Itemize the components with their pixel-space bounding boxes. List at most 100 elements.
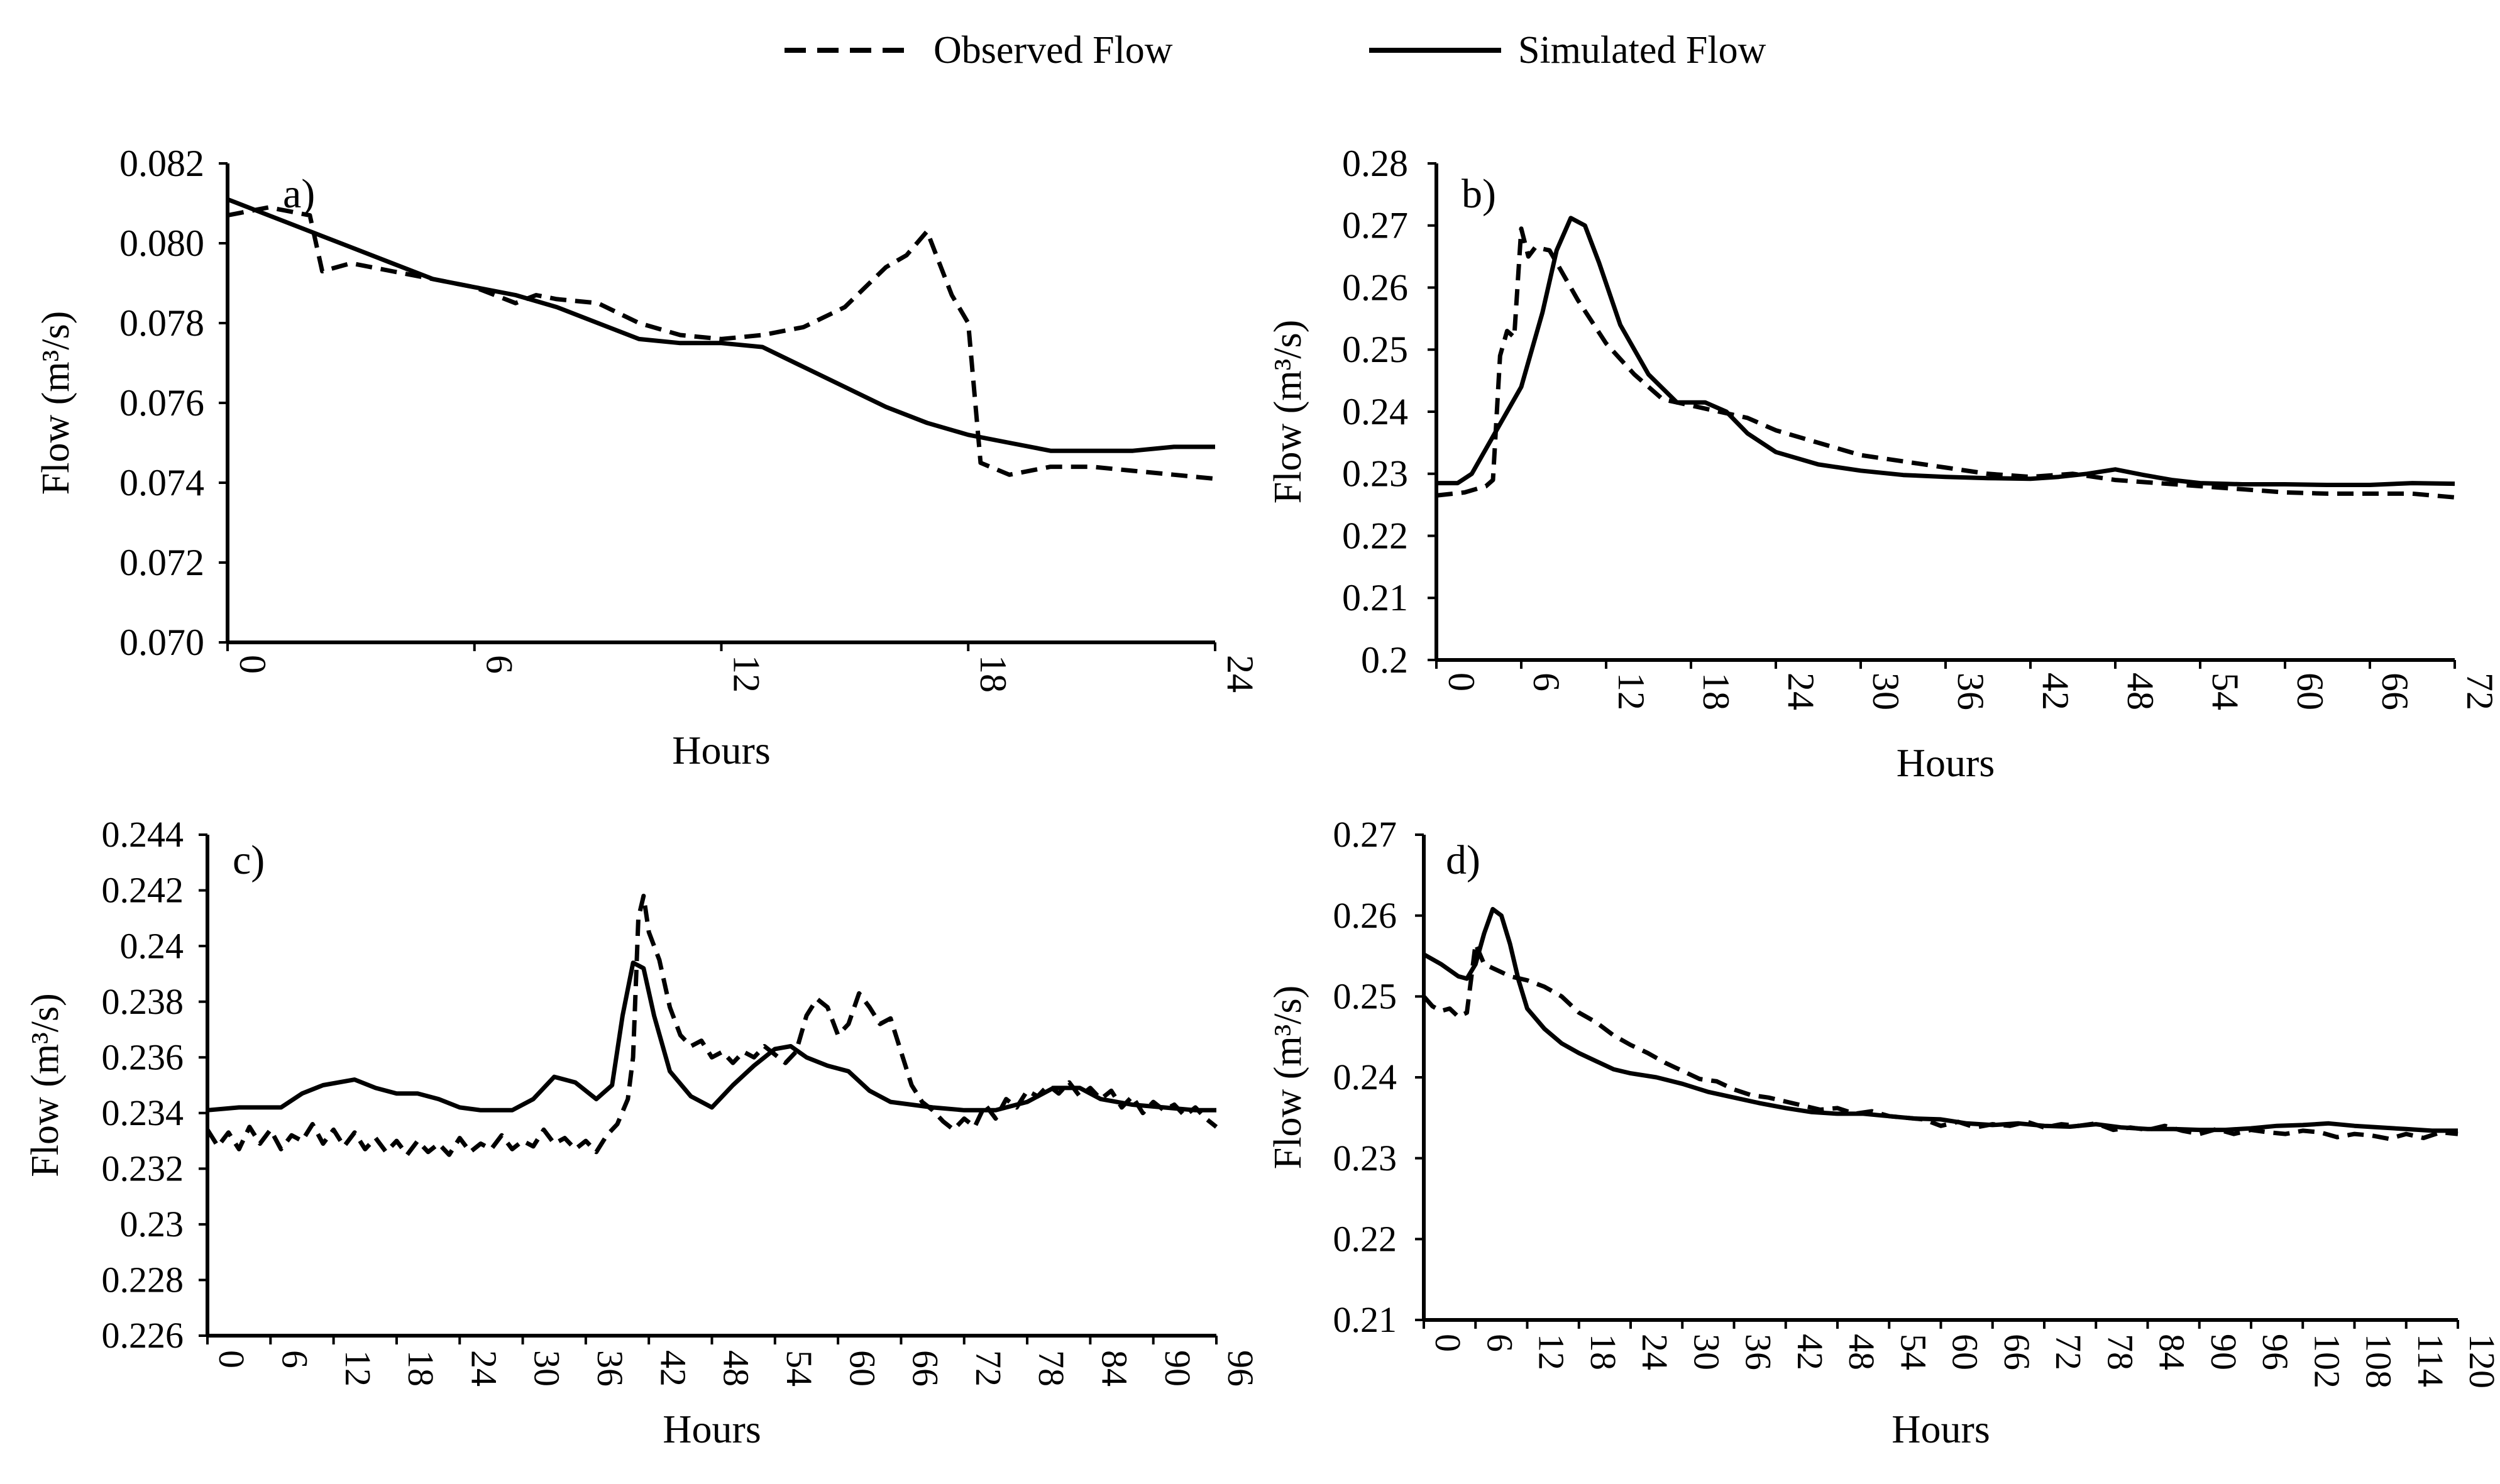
y-tick-label: 0.26 <box>1342 267 1408 308</box>
panel-c: 0.226 0.228 0.23 0.232 0.234 0.236 0.238 0.24 0.… <box>24 814 1261 1451</box>
panel-b: 0.2 0.21 0.22 0.23 0.24 0.25 0.26 0.27 0.28 0 6 12 1… <box>1267 143 2500 785</box>
y-tick-label: 0.27 <box>1333 814 1397 855</box>
x-tick-label: 0 <box>232 655 273 674</box>
x-tick-label: 72 <box>2459 673 2500 710</box>
y-tick-label: 0.24 <box>1333 1057 1397 1097</box>
y-tick-label: 0.2 <box>1361 639 1408 681</box>
y-tick-label: 0.072 <box>119 542 204 583</box>
y-tick-label: 0.23 <box>1342 453 1408 495</box>
observed-flow-line-d <box>1422 942 2459 1141</box>
x-tick-label: 72 <box>968 1350 1009 1387</box>
x-tick-label: 96 <box>2255 1334 2296 1370</box>
panel-label-d: d) <box>1446 837 1480 883</box>
y-tick-label: 0.22 <box>1333 1218 1397 1259</box>
y-tick-label: 0.074 <box>119 462 204 503</box>
legend-simulated-label: Simulated Flow <box>1518 29 1766 72</box>
x-tick-label: 6 <box>1526 673 1567 691</box>
x-tick-label: 18 <box>400 1350 441 1387</box>
y-tick-label: 0.236 <box>102 1036 184 1077</box>
y-tick-label: 0.228 <box>102 1260 184 1300</box>
y-tick-label: 0.27 <box>1342 205 1408 246</box>
y-tick-label: 0.226 <box>102 1315 184 1356</box>
x-axis-label-a: Hours <box>672 728 770 772</box>
x-tick-label: 66 <box>1996 1334 2037 1370</box>
x-tick-label: 84 <box>2152 1334 2193 1370</box>
x-tick-label: 12 <box>1611 673 1652 710</box>
y-tick-label: 0.22 <box>1342 515 1408 556</box>
x-tick-label: 24 <box>1780 673 1822 710</box>
x-tick-label: 6 <box>479 655 520 674</box>
x-tick-label: 0 <box>1441 673 1482 691</box>
y-axis-label-d: Flow (m³/s) <box>1267 986 1309 1169</box>
x-tick-label: 78 <box>2100 1334 2140 1370</box>
x-tick-label: 48 <box>2120 673 2161 710</box>
x-tick-label: 108 <box>2359 1334 2399 1388</box>
y-tick-label: 0.21 <box>1333 1299 1397 1340</box>
y-tick-label: 0.234 <box>102 1092 184 1133</box>
legend-observed-label: Observed Flow <box>933 29 1173 72</box>
x-tick-label: 12 <box>725 655 767 693</box>
y-tick-label: 0.244 <box>102 814 184 855</box>
x-tick-label: 54 <box>779 1350 820 1387</box>
simulated-flow-line-c <box>207 960 1216 1113</box>
y-tick-label: 0.28 <box>1342 143 1408 184</box>
x-tick-label: 24 <box>1220 655 1261 693</box>
x-tick-label: 30 <box>527 1350 568 1387</box>
observed-flow-line-a <box>227 205 1216 481</box>
y-tick-label: 0.232 <box>102 1148 184 1189</box>
y-tick-label: 0.082 <box>119 143 204 184</box>
x-tick-label: 60 <box>842 1350 883 1387</box>
x-tick-label: 18 <box>1695 673 1737 710</box>
observed-flow-line-b <box>1436 226 2455 500</box>
x-tick-label: 48 <box>1841 1334 1882 1370</box>
x-tick-label: 96 <box>1220 1350 1261 1387</box>
x-tick-label: 120 <box>2462 1334 2500 1388</box>
x-tick-label: 18 <box>1583 1334 1624 1370</box>
x-tick-label: 114 <box>2410 1334 2451 1387</box>
x-tick-label: 66 <box>905 1350 946 1387</box>
y-tick-label: 0.21 <box>1342 577 1408 618</box>
x-tick-label: 48 <box>716 1350 757 1387</box>
y-axis-label-a: Flow (m³/s) <box>35 311 77 495</box>
x-tick-label: 36 <box>1738 1334 1779 1370</box>
x-tick-label: 90 <box>2203 1334 2244 1370</box>
y-tick-label: 0.242 <box>102 870 184 911</box>
y-tick-label: 0.23 <box>1333 1138 1397 1179</box>
y-tick-label: 0.078 <box>119 302 204 344</box>
x-tick-label: 54 <box>1893 1334 1934 1370</box>
panel-label-c: c) <box>233 837 265 883</box>
y-tick-label: 0.26 <box>1333 895 1397 936</box>
y-tick-label: 0.238 <box>102 981 184 1022</box>
x-tick-label: 18 <box>972 655 1014 693</box>
y-axis-label-c: Flow (m³/s) <box>24 993 67 1177</box>
x-tick-label: 30 <box>1686 1334 1727 1370</box>
x-tick-label: 60 <box>2289 673 2331 710</box>
y-tick-label: 0.24 <box>120 925 184 966</box>
x-tick-label: 72 <box>2048 1334 2089 1370</box>
y-tick-label: 0.080 <box>119 223 204 264</box>
x-tick-label: 6 <box>1479 1334 1520 1352</box>
simulated-flow-line-d <box>1423 906 2458 1133</box>
y-tick-label: 0.25 <box>1333 976 1397 1016</box>
observed-flow-line-c <box>206 893 1218 1157</box>
x-axis-label-b: Hours <box>1897 740 1995 785</box>
x-tick-label: 36 <box>1950 673 1991 710</box>
x-tick-label: 24 <box>463 1350 504 1387</box>
x-tick-label: 30 <box>1865 673 1907 710</box>
x-tick-label: 84 <box>1094 1350 1135 1387</box>
x-tick-label: 90 <box>1157 1350 1198 1387</box>
y-tick-label: 0.25 <box>1342 329 1408 370</box>
y-axis-label-b: Flow (m³/s) <box>1267 320 1309 503</box>
x-tick-label: 78 <box>1031 1350 1072 1387</box>
x-tick-label: 6 <box>274 1350 315 1368</box>
panel-label-b: b) <box>1462 171 1496 217</box>
x-tick-label: 0 <box>211 1350 252 1368</box>
x-tick-label: 60 <box>1945 1334 1986 1370</box>
x-tick-label: 24 <box>1634 1334 1675 1370</box>
x-tick-label: 12 <box>338 1350 378 1387</box>
y-tick-label: 0.070 <box>119 622 204 663</box>
simulated-flow-line-b <box>1436 216 2455 487</box>
x-tick-label: 0 <box>1428 1334 1468 1352</box>
legend: Observed Flow Simulated Flow <box>785 29 1766 72</box>
